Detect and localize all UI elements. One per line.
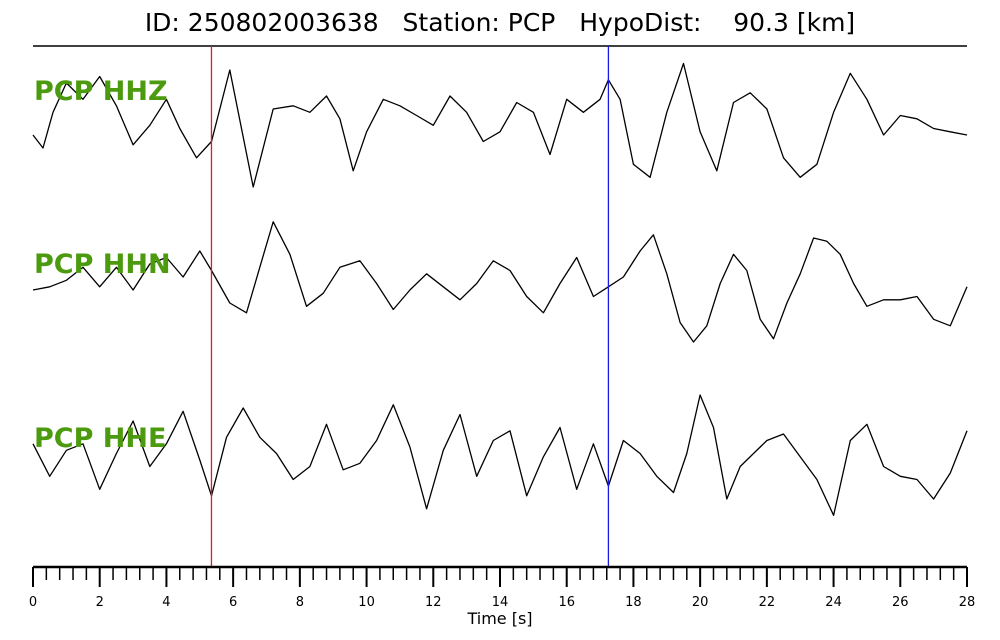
x-tick-label: 2 bbox=[96, 595, 104, 610]
channel-label: PCP HHE bbox=[34, 423, 166, 454]
chart-title: ID: 250802003638 Station: PCP HypoDist: … bbox=[0, 8, 1000, 37]
x-tick-label: 20 bbox=[692, 595, 709, 610]
x-tick-label: 18 bbox=[625, 595, 642, 610]
trace-pcp-hhz bbox=[32, 62, 968, 188]
trace-pcp-hhe bbox=[32, 394, 968, 516]
trace-group bbox=[32, 62, 968, 516]
x-tick-label: 14 bbox=[492, 595, 509, 610]
hypocentral-distance: HypoDist: 90.3 [km] bbox=[579, 8, 856, 37]
x-tick-label: 24 bbox=[825, 595, 842, 610]
x-tick-label: 28 bbox=[959, 595, 976, 610]
x-tick-label: 0 bbox=[29, 595, 37, 610]
trace-pcp-hhn bbox=[32, 221, 968, 343]
station-name: Station: PCP bbox=[402, 8, 556, 37]
channel-label-group: PCP HHZ PCP HHN PCP HHE bbox=[34, 76, 171, 454]
x-tick-label: 16 bbox=[558, 595, 575, 610]
x-tick-label: 4 bbox=[162, 595, 170, 610]
event-id: ID: 250802003638 bbox=[144, 8, 379, 37]
phase-marker-group bbox=[210, 46, 610, 567]
time-axis: 0 2 4 6 8 10 12 14 16 18 20 22 24 26 28 bbox=[29, 565, 976, 610]
x-tick-label: 6 bbox=[229, 595, 237, 610]
x-tick-label: 8 bbox=[296, 595, 304, 610]
x-tick-label: 26 bbox=[892, 595, 909, 610]
channel-label: PCP HHN bbox=[34, 249, 171, 280]
x-tick-label: 22 bbox=[759, 595, 776, 610]
x-tick-label: 12 bbox=[425, 595, 442, 610]
channel-label: PCP HHZ bbox=[34, 76, 168, 107]
x-axis-label: Time [s] bbox=[466, 609, 532, 628]
x-tick-label: 10 bbox=[358, 595, 375, 610]
